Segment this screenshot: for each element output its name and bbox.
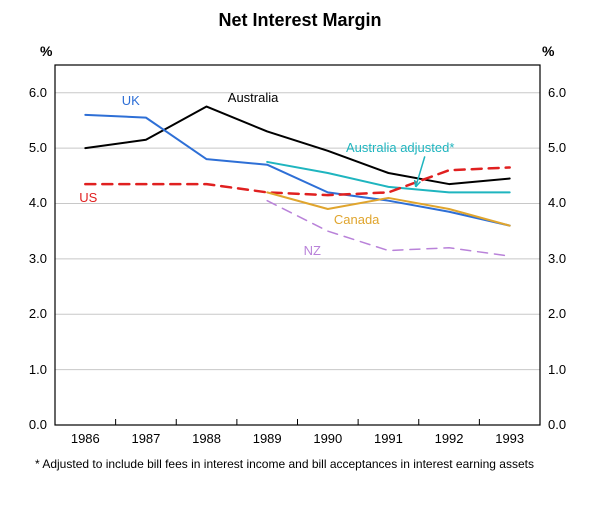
y-tick-left: 6.0 [0,85,47,100]
y-tick-left: 1.0 [0,362,47,377]
x-tick: 1989 [253,431,282,446]
y-tick-left: 4.0 [0,195,47,210]
y-tick-left: 5.0 [0,140,47,155]
series-label-uk: UK [122,93,140,108]
y-tick-right: 1.0 [548,362,566,377]
x-tick: 1988 [192,431,221,446]
series-label-australia: Australia [228,90,279,105]
y-tick-right: 4.0 [548,195,566,210]
y-tick-left: 3.0 [0,251,47,266]
series-label-aus_adj: Australia adjusted* [346,140,454,155]
series-australia_adjusted [267,162,510,192]
y-tick-right: 5.0 [548,140,566,155]
y-tick-left: 0.0 [0,417,47,432]
y-tick-right: 6.0 [548,85,566,100]
footnote: * Adjusted to include bill fees in inter… [35,457,560,473]
series-label-us: US [79,190,97,205]
x-tick: 1991 [374,431,403,446]
x-tick: 1993 [495,431,524,446]
series-us [85,167,509,195]
y-tick-right: 0.0 [548,417,566,432]
series-label-canada: Canada [334,212,380,227]
y-tick-right: 3.0 [548,251,566,266]
x-tick: 1987 [131,431,160,446]
series-label-nz: NZ [304,243,321,258]
series-canada [267,192,510,225]
x-tick: 1992 [435,431,464,446]
chart-container: Net Interest Margin % % * Adjusted to in… [0,0,600,513]
y-tick-left: 2.0 [0,306,47,321]
x-tick: 1990 [313,431,342,446]
x-tick: 1986 [71,431,100,446]
y-tick-right: 2.0 [548,306,566,321]
